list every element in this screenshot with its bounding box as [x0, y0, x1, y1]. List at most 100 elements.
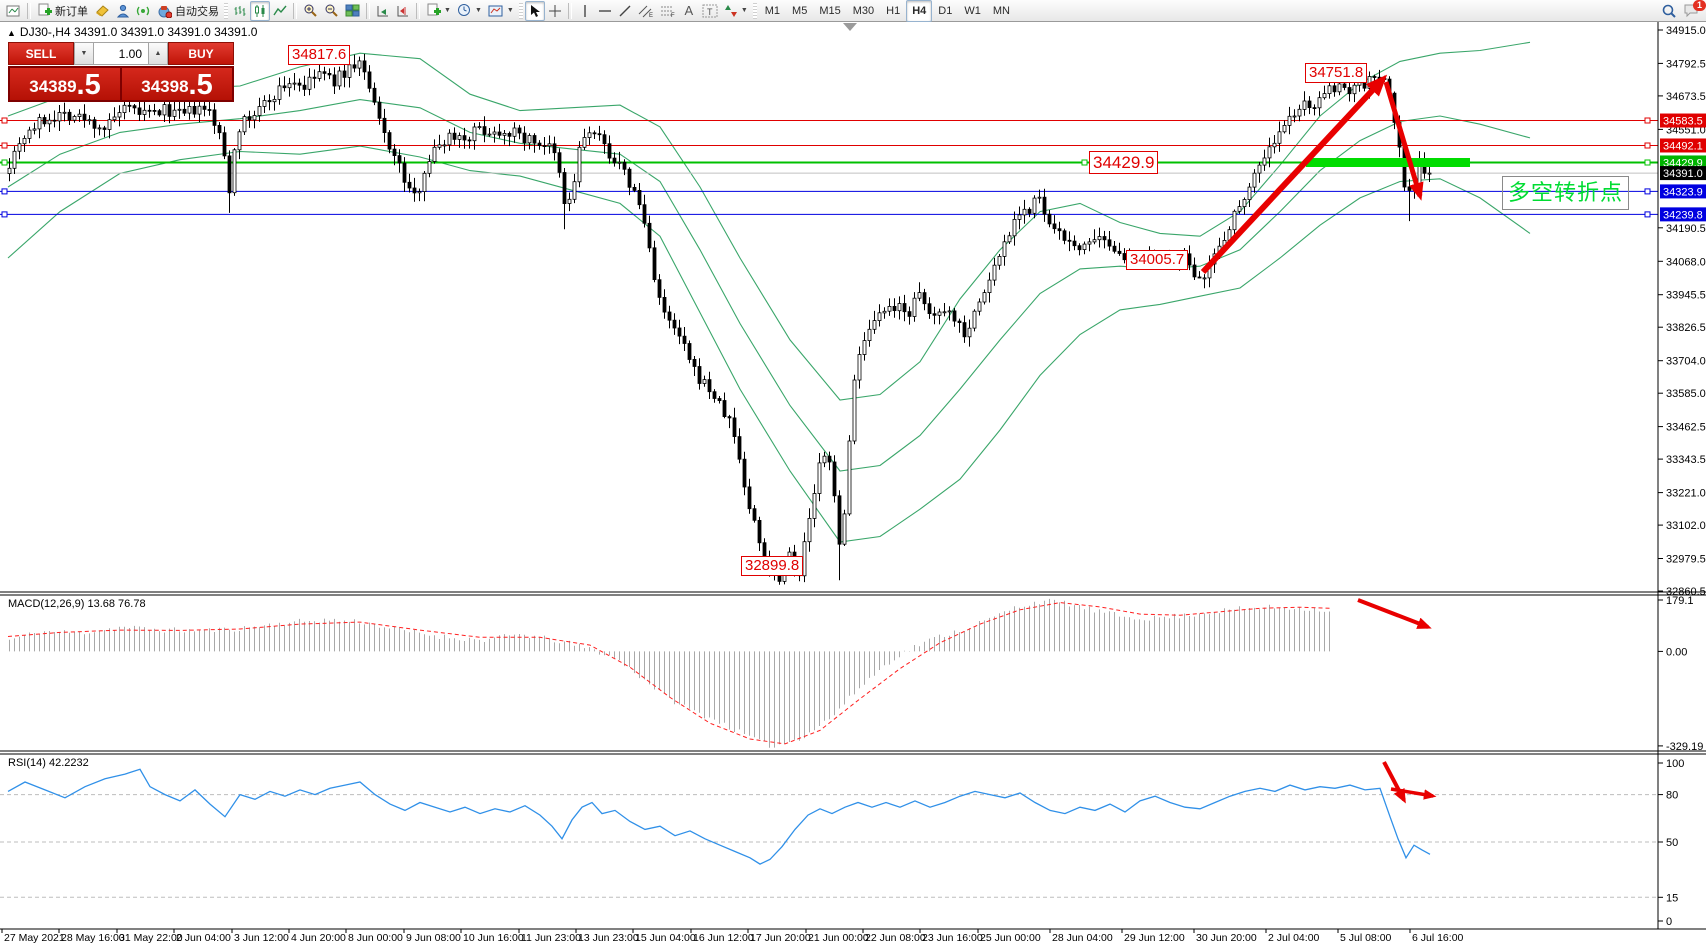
candle-body — [867, 328, 872, 341]
time-tick-label: 8 Jun 00:00 — [348, 932, 403, 944]
candle-body — [632, 186, 637, 191]
candle-body — [192, 106, 197, 115]
collapse-trade-panel-icon[interactable]: ▲ — [7, 28, 16, 38]
candle-body — [957, 320, 962, 324]
search-button[interactable] — [1658, 1, 1680, 21]
line-handle[interactable] — [1, 117, 8, 124]
tile-windows-button[interactable] — [342, 1, 363, 21]
line-chart-button[interactable] — [270, 1, 290, 21]
candle-body — [942, 311, 947, 314]
autotrade-button[interactable]: 自动交易 — [154, 1, 222, 21]
zoom-out-button[interactable] — [321, 1, 342, 21]
timeframe-h1[interactable]: H1 — [886, 4, 901, 17]
trendline-tool-button[interactable] — [615, 1, 635, 21]
trend-up-arrow[interactable] — [1200, 74, 1388, 275]
candle-body — [727, 416, 732, 419]
candle-body — [377, 101, 382, 119]
chart-window-button[interactable] — [3, 1, 24, 21]
new-order-button[interactable]: 新订单 — [34, 1, 91, 21]
candle-body — [987, 279, 992, 294]
candle-body — [27, 129, 32, 139]
candle-body — [1277, 131, 1282, 144]
timeframe-d1[interactable]: D1 — [938, 4, 953, 17]
bar-chart-button[interactable] — [230, 1, 250, 21]
line-handle[interactable] — [1081, 159, 1088, 166]
timeframe-m1[interactable]: M1 — [764, 4, 781, 17]
templates-button[interactable]: ▼ — [485, 1, 517, 21]
line-handle[interactable] — [1, 211, 8, 218]
turning-point-note[interactable]: 多空转折点 — [1502, 176, 1630, 210]
buy-price-display[interactable]: 34398.5 — [122, 68, 232, 100]
timeframe-m5[interactable]: M5 — [792, 4, 808, 17]
volume-increase-button[interactable]: ▲ — [148, 42, 168, 65]
sell-price-display[interactable]: 34389.5 — [10, 68, 120, 100]
candle-body — [492, 131, 497, 135]
chart-shift-marker[interactable] — [843, 23, 857, 31]
indicators-button[interactable]: ▼ — [423, 1, 454, 21]
timeframe-m30[interactable]: M30 — [852, 4, 875, 17]
line-handle[interactable] — [1644, 159, 1651, 166]
zoom-in-button[interactable] — [300, 1, 321, 21]
price-callout-34005.7[interactable]: 34005.7 — [1126, 250, 1189, 270]
text-tool-button[interactable]: A — [679, 1, 699, 21]
fibonacci-tool-button[interactable]: F — [657, 1, 679, 21]
green-highlight-bar[interactable] — [1306, 158, 1470, 167]
trend-down-arrow[interactable] — [1383, 81, 1424, 201]
autotrade-label: 自动交易 — [175, 5, 219, 18]
axis-tick-label: 33343.5 — [1666, 454, 1706, 466]
line-handle[interactable] — [1, 159, 8, 166]
vertical-line-tool-button[interactable] — [575, 1, 595, 21]
sell-button[interactable]: SELL — [8, 42, 74, 65]
candle-body — [537, 142, 542, 147]
price-callout-34751.8[interactable]: 34751.8 — [1305, 63, 1368, 83]
timeframe-mn[interactable]: MN — [992, 4, 1010, 17]
notifications-button[interactable]: 1 — [1680, 0, 1706, 21]
volume-decrease-button[interactable]: ▼ — [74, 42, 94, 65]
channel-tool-button[interactable]: E — [635, 1, 657, 21]
rsi-arrow-1[interactable] — [1382, 761, 1406, 804]
line-handle[interactable] — [1644, 188, 1651, 195]
cursor-tool-button[interactable] — [524, 0, 545, 21]
line-handle[interactable] — [1, 142, 8, 149]
candle-body — [7, 167, 12, 175]
bollinger-lower-band[interactable] — [7, 145, 1531, 543]
candle-body — [1097, 236, 1102, 241]
periods-button[interactable]: ▼ — [454, 1, 485, 21]
candle-body — [467, 139, 472, 142]
auto-scroll-button[interactable] — [373, 1, 393, 21]
chart-shift-button[interactable] — [393, 1, 413, 21]
price-callout-34429.9[interactable]: 34429.9 — [1089, 151, 1159, 174]
candle-body — [847, 440, 852, 515]
candle-body — [227, 155, 232, 194]
macd-down-arrow[interactable] — [1357, 598, 1432, 629]
candle-body — [802, 541, 807, 577]
price-callout-32899.8[interactable]: 32899.8 — [741, 556, 804, 576]
line-handle[interactable] — [1, 188, 8, 195]
candle-body — [42, 117, 47, 125]
accounts-button[interactable] — [113, 1, 133, 21]
volume-input[interactable]: 1.00 — [94, 42, 148, 65]
crosshair-tool-button[interactable] — [545, 1, 565, 21]
candlestick-chart-button[interactable] — [250, 0, 270, 21]
bollinger-upper-band[interactable] — [7, 41, 1531, 401]
buy-button[interactable]: BUY — [168, 42, 234, 65]
arrows-tool-button[interactable]: ▼ — [721, 1, 751, 21]
candle-body — [112, 116, 117, 121]
rsi-arrow-2[interactable] — [1390, 787, 1437, 800]
line-handle[interactable] — [1644, 142, 1651, 149]
trade-watch-button[interactable] — [91, 1, 113, 21]
price-callout-34817.6[interactable]: 34817.6 — [288, 45, 351, 65]
line-handle[interactable] — [1644, 211, 1651, 218]
timeframe-m15[interactable]: M15 — [819, 4, 841, 17]
timeframe-w1[interactable]: W1 — [964, 4, 981, 17]
signals-button[interactable] — [133, 1, 154, 21]
horizontal-line-tool-button[interactable] — [595, 1, 615, 21]
candle-body — [1117, 250, 1122, 254]
line-handle[interactable] — [1644, 117, 1651, 124]
label-tool-button[interactable]: T — [699, 1, 721, 21]
candle-body — [622, 161, 627, 170]
candle-body — [412, 187, 417, 194]
timeframe-h4[interactable]: H4 — [906, 0, 933, 22]
